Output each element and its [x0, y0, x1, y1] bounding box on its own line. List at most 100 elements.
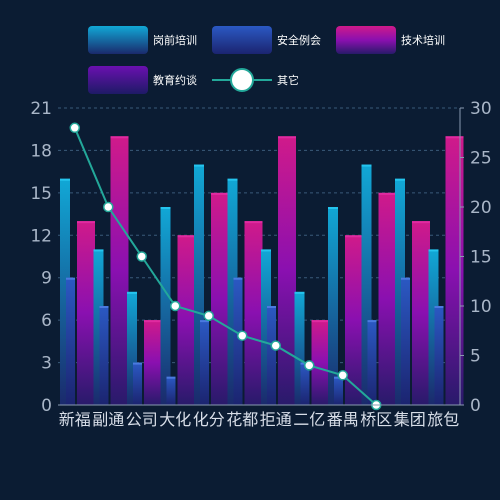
bar-3[interactable]	[244, 221, 263, 405]
legend-item[interactable]: 安全例会	[212, 26, 321, 54]
line-point[interactable]	[237, 330, 248, 341]
bar-3[interactable]	[211, 192, 229, 405]
line-point[interactable]	[69, 122, 80, 134]
bar-1[interactable]	[361, 164, 372, 405]
x-tick-label: 集团	[394, 410, 426, 429]
bar-cap	[412, 221, 430, 224]
left-y-tick-label: 0	[41, 396, 52, 416]
legend-item[interactable]: 技术培训	[336, 26, 445, 54]
bar-cap	[160, 207, 171, 209]
bar-cap	[367, 320, 377, 323]
bar-cap	[166, 376, 176, 379]
x-tick-label: 花都	[226, 410, 258, 429]
legend-swatch	[88, 26, 148, 54]
bar-cap	[378, 192, 397, 195]
line-point[interactable]	[304, 360, 315, 371]
left-y-tick-label: 18	[30, 141, 52, 161]
bar-cap	[345, 235, 363, 238]
bar-3[interactable]	[144, 320, 162, 405]
line-point[interactable]	[270, 340, 281, 351]
bar-2[interactable]	[401, 277, 410, 405]
bar-3[interactable]	[110, 136, 129, 406]
bar-2[interactable]	[367, 320, 377, 405]
bar-cap	[233, 277, 243, 280]
line-point[interactable]	[103, 201, 114, 213]
left-y-tick-label: 3	[41, 354, 52, 374]
bar-2[interactable]	[267, 306, 276, 405]
bar-cap	[177, 235, 196, 238]
bar-2[interactable]	[233, 277, 243, 405]
bar-1[interactable]	[194, 164, 204, 405]
bar-2[interactable]	[166, 376, 176, 405]
line-point[interactable]	[337, 370, 348, 381]
line-point[interactable]	[136, 251, 147, 262]
bar-cap	[227, 178, 238, 181]
right-y-tick-label: 30	[470, 99, 492, 119]
bar-3[interactable]	[412, 221, 430, 405]
bar-3[interactable]	[177, 235, 196, 405]
legend-item[interactable]: 其它	[212, 68, 299, 92]
bar-1[interactable]	[227, 178, 238, 405]
bar-3[interactable]	[311, 320, 330, 405]
bar-cap	[328, 207, 338, 209]
bar-cap	[361, 164, 372, 167]
bar-cap	[261, 249, 271, 252]
bar-2[interactable]	[434, 306, 444, 405]
bar-cap	[133, 362, 142, 365]
legend-label: 技术培训	[401, 33, 445, 47]
x-tick-label: 拒通	[260, 410, 292, 429]
bar-1[interactable]	[261, 249, 271, 405]
line-point[interactable]	[203, 310, 214, 322]
bar-1[interactable]	[60, 178, 70, 405]
bar-2[interactable]	[300, 362, 310, 405]
bar-1[interactable]	[428, 249, 439, 405]
axes: 0 3 6 9 12 15 18 21 0 5 10 15 20 25 30 新福 副通 公司 大化 化分 花都 拒通 二亿…	[30, 99, 491, 429]
legend-label: 安全例会	[277, 33, 321, 47]
bar-2[interactable]	[200, 320, 209, 405]
bar-cap	[428, 249, 439, 252]
bar-cap	[211, 192, 229, 195]
left-y-tick-label: 6	[41, 311, 52, 331]
bar-2[interactable]	[66, 277, 75, 405]
bar-1[interactable]	[294, 291, 305, 405]
bar-3[interactable]	[378, 192, 397, 405]
bar-1[interactable]	[328, 207, 338, 405]
legend-swatch	[88, 66, 148, 94]
legend-marker	[230, 68, 254, 92]
bar-cap	[294, 291, 305, 294]
line-series	[69, 122, 382, 411]
bar-3[interactable]	[345, 235, 363, 405]
bar-cap	[93, 249, 104, 252]
bar-cap	[267, 306, 276, 308]
bar-3[interactable]	[278, 136, 296, 406]
bar-2[interactable]	[334, 376, 343, 405]
bar-3[interactable]	[445, 136, 464, 406]
bar-1[interactable]	[160, 207, 171, 405]
bar-1[interactable]	[127, 291, 137, 405]
x-tick-label: 副通	[92, 410, 124, 429]
x-tick-label: 公司	[126, 410, 158, 429]
bar-cap	[434, 306, 444, 308]
bar-cap	[194, 164, 204, 167]
legend-item[interactable]: 岗前培训	[88, 26, 197, 54]
bar-2[interactable]	[99, 306, 109, 405]
left-y-tick-label: 21	[30, 99, 52, 119]
bar-cap	[144, 320, 162, 323]
left-y-tick-label: 9	[41, 269, 52, 289]
right-y-tick-label: 0	[470, 396, 481, 416]
legend-label: 其它	[277, 73, 299, 87]
bar-cap	[445, 136, 464, 139]
right-y-tick-label: 10	[470, 297, 492, 317]
x-tick-label: 化分	[193, 410, 225, 429]
line-point[interactable]	[170, 300, 181, 312]
bar-2[interactable]	[133, 362, 142, 405]
legend-item[interactable]: 教育约谈	[88, 66, 197, 94]
bar-cap	[401, 277, 410, 280]
bar-cap	[200, 320, 209, 323]
bar-3[interactable]	[77, 221, 95, 405]
bar-1[interactable]	[395, 178, 405, 405]
bar-1[interactable]	[93, 249, 104, 405]
right-y-tick-label: 15	[470, 248, 492, 268]
